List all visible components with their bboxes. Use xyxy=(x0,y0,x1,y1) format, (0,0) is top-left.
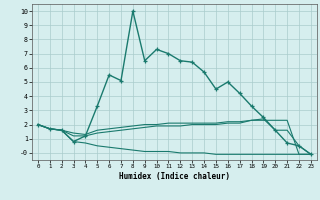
X-axis label: Humidex (Indice chaleur): Humidex (Indice chaleur) xyxy=(119,172,230,181)
